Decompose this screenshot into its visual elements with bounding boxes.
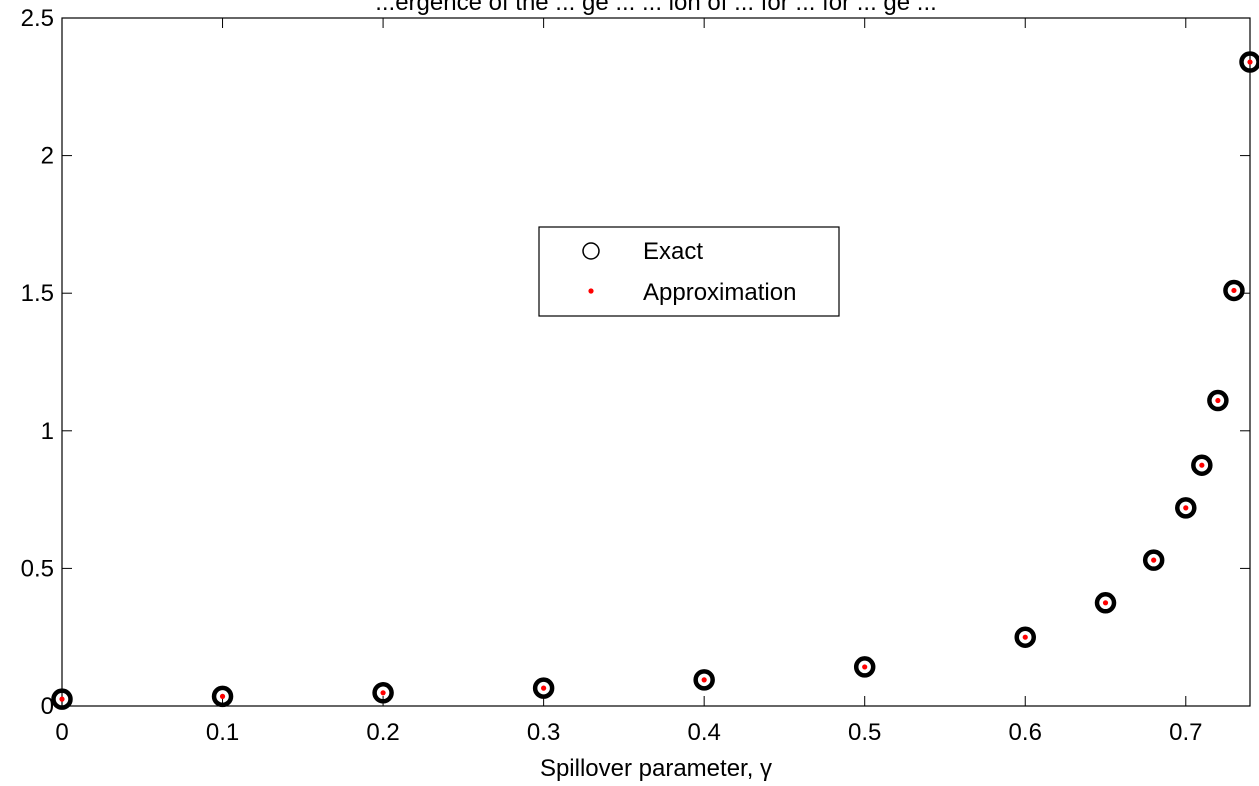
exact-point xyxy=(1175,497,1197,519)
x-tick-label: 0 xyxy=(55,719,68,746)
legend: Exact Approximation xyxy=(538,226,840,317)
axes xyxy=(61,17,1251,707)
chart-title-layer: ...ergence of the ... ge ... ... ion of … xyxy=(375,0,937,16)
approximation-point xyxy=(1199,462,1205,468)
y-tick-label: 2.5 xyxy=(21,5,54,32)
approximation-point xyxy=(1151,557,1157,563)
y-tick-label: 2 xyxy=(41,143,54,170)
exact-point xyxy=(1094,592,1117,614)
approximation-point xyxy=(701,677,707,683)
tick-marks xyxy=(61,17,1250,707)
chart-title: ...ergence of the ... ge ... ... ion of … xyxy=(375,0,937,16)
exact-point xyxy=(532,677,555,699)
y-tick-label: 1.5 xyxy=(21,280,54,307)
y-tick-label: 1 xyxy=(41,418,54,445)
approximation-point xyxy=(59,696,65,702)
legend-box xyxy=(538,226,840,317)
exact-point xyxy=(853,656,876,678)
exact-point xyxy=(1142,549,1165,571)
y-tick-labels: 0 0.5 1 1.5 2 2.5 xyxy=(21,5,54,720)
plot-frame xyxy=(61,17,1251,707)
approximation-point xyxy=(1231,287,1237,294)
approximation-point xyxy=(380,690,386,696)
x-tick-label: 0.4 xyxy=(687,719,720,746)
exact-point xyxy=(1014,626,1036,648)
x-tick-label: 0.2 xyxy=(366,719,399,746)
x-tick-labels: 0 0.1 0.2 0.3 0.4 0.5 0.6 0.7 xyxy=(55,719,1202,746)
x-tick-label: 0.1 xyxy=(206,719,239,746)
approximation-point xyxy=(1022,634,1028,640)
x-tick-label: 0.3 xyxy=(527,719,560,746)
legend-exact-marker xyxy=(582,242,600,260)
data-points xyxy=(51,51,1259,710)
approximation-point xyxy=(1215,397,1221,404)
exact-point xyxy=(1191,454,1213,476)
approximation-point xyxy=(219,693,226,699)
exact-point xyxy=(372,682,394,704)
exact-point xyxy=(211,685,234,708)
y-tick-label: 0 xyxy=(41,693,54,720)
exact-point xyxy=(1207,389,1229,412)
legend-exact-label: Exact xyxy=(643,238,703,265)
y-tick-label: 0.5 xyxy=(21,555,54,582)
x-tick-label: 0.6 xyxy=(1009,719,1042,746)
x-tick-label: 0.5 xyxy=(848,719,881,746)
x-tick-label: 0.7 xyxy=(1169,719,1202,746)
x-axis-title: Spillover parameter, γ xyxy=(540,755,772,782)
exact-point xyxy=(1223,279,1245,302)
approximation-point xyxy=(1183,505,1189,511)
exact-point xyxy=(51,688,73,710)
approximation-point xyxy=(862,664,868,670)
approximation-point xyxy=(1247,59,1253,65)
legend-approximation-label: Approximation xyxy=(643,279,796,306)
approximation-point xyxy=(1102,600,1109,606)
legend-approximation-marker xyxy=(588,288,594,294)
approximation-point xyxy=(541,685,547,691)
exact-point xyxy=(693,669,715,691)
